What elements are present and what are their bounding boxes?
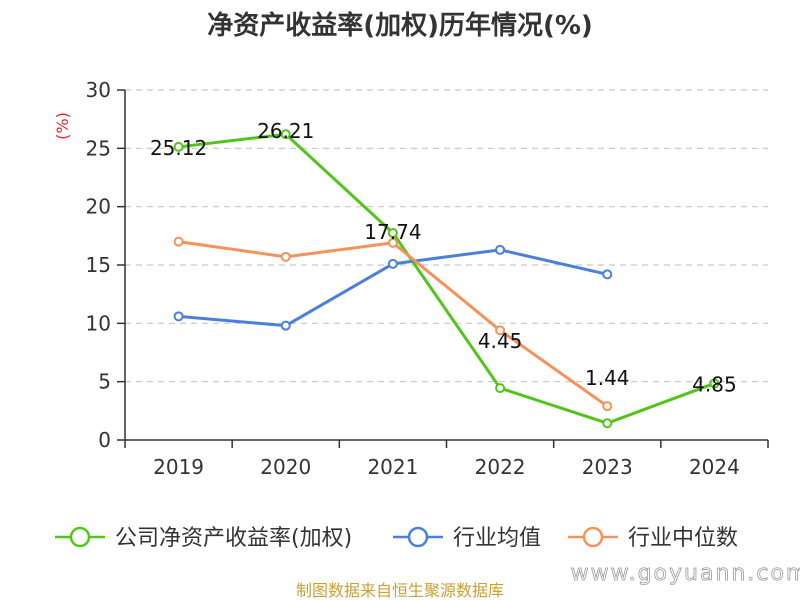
- data-point: [495, 383, 506, 394]
- y-axis-label: (%): [53, 112, 72, 140]
- data-labels: 25.12 26.21 17.74 4.45 1.44 4.85: [150, 119, 737, 396]
- data-label: 25.12: [150, 136, 207, 160]
- data-point: [602, 418, 613, 429]
- legend-label: 行业均值: [453, 526, 541, 551]
- source-text: 制图数据来自恒生聚源数据库: [296, 581, 504, 600]
- legend-swatch-marker: [407, 526, 429, 548]
- data-point: [280, 320, 291, 331]
- y-tick-label: 0: [98, 428, 111, 452]
- legend-item[interactable]: 行业中位数: [568, 526, 738, 551]
- data-label: 17.74: [364, 220, 421, 244]
- legend-item[interactable]: 公司净资产收益率(加权): [55, 526, 352, 551]
- x-tick-label: 2022: [475, 455, 526, 479]
- data-label: 1.44: [585, 366, 630, 390]
- data-point: [387, 258, 398, 269]
- data-point: [173, 141, 184, 152]
- series-lines: [178, 132, 715, 425]
- y-tick-label: 10: [86, 311, 111, 335]
- x-tick-label: 2024: [689, 455, 740, 479]
- data-point: [173, 236, 184, 247]
- data-point: [280, 251, 291, 262]
- y-tick-label: 30: [86, 78, 111, 102]
- tick-labels: 0 5 10 15 20 25 30 2019 2020 2021 2022 2023 2024: [86, 78, 740, 479]
- data-point: [387, 237, 398, 248]
- x-tick-label: 2021: [367, 455, 418, 479]
- data-label: 4.45: [478, 329, 523, 353]
- data-point: [280, 129, 291, 140]
- data-point: [495, 244, 506, 255]
- series-points: [173, 129, 720, 429]
- legend-item[interactable]: 行业均值: [393, 526, 541, 551]
- grid-lines: [125, 89, 768, 383]
- legend: 公司净资产收益率(加权) 行业均值 行业中位数: [55, 526, 738, 551]
- y-tick-label: 20: [86, 195, 111, 219]
- legend-swatch-marker: [69, 526, 91, 548]
- y-tick-label: 5: [98, 370, 111, 394]
- x-tick-label: 2020: [260, 455, 311, 479]
- legend-label: 行业中位数: [628, 526, 738, 551]
- y-tick-label: 25: [86, 136, 111, 160]
- data-label: 26.21: [257, 119, 314, 143]
- legend-swatch-marker: [582, 526, 604, 548]
- data-point: [173, 311, 184, 322]
- axes: [117, 89, 769, 448]
- data-point: [602, 401, 613, 412]
- series-line-0: [178, 132, 715, 425]
- data-point: [495, 325, 506, 336]
- x-tick-label: 2023: [582, 455, 633, 479]
- x-tick-label: 2019: [153, 455, 204, 479]
- data-point: [387, 228, 398, 239]
- legend-label: 公司净资产收益率(加权): [115, 526, 352, 551]
- data-point: [602, 269, 613, 280]
- y-tick-label: 15: [86, 253, 111, 277]
- chart-title: 净资产收益率(加权)历年情况(%): [207, 10, 593, 41]
- watermark: www.goyuann.com: [571, 561, 800, 586]
- data-point: [709, 378, 720, 389]
- data-label: 4.85: [692, 372, 737, 396]
